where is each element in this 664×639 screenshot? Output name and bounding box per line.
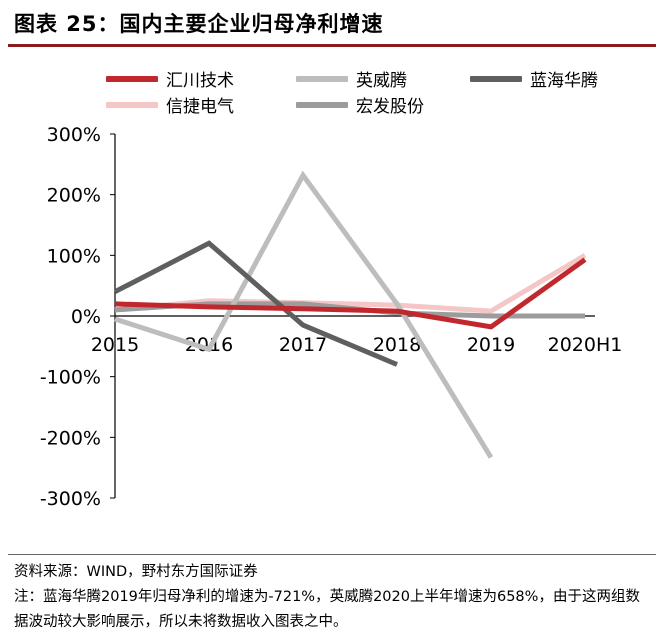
footer-divider [8,554,656,555]
series-line-0 [114,253,587,314]
chart-legend: 汇川技术 英威腾 蓝海华腾 信捷电气 宏发股份 [0,0,664,120]
legend-label-hongfa: 宏发股份 [356,97,424,117]
title-divider [8,44,656,47]
y-tick-label: 200% [47,185,101,207]
legend-item-yingweiteng: 英威腾 [296,66,407,91]
legend-item-hongfa: 宏发股份 [296,92,424,117]
legend-swatch-lanhai [470,75,522,82]
x-tick-label: 2020H1 [548,334,623,356]
x-tick-label: 2019 [467,334,515,356]
x-tick-label: 2018 [373,334,421,356]
x-tick-label: 2017 [279,334,327,356]
y-tick-label: 100% [47,245,101,267]
legend-swatch-huichuan [106,75,158,82]
legend-item-xinjie: 信捷电气 [106,92,234,117]
legend-swatch-hongfa [296,101,348,108]
y-tick-label: 0% [71,306,101,328]
chart-title: 图表 25：国内主要企业归母净利增速 [14,12,384,36]
legend-label-huichuan: 汇川技术 [166,71,234,91]
footnote: 注：蓝海华腾2019年归母净利的增速为-721%，英威腾2020上半年增速为65… [14,589,640,630]
series-line-4 [114,257,587,330]
legend-label-yingweiteng: 英威腾 [356,71,407,91]
x-tick-label: 2015 [91,334,139,356]
legend-label-xinjie: 信捷电气 [166,97,234,117]
y-tick-label: 300% [47,124,101,146]
series-line-2 [114,170,494,459]
legend-swatch-xinjie [106,101,158,108]
y-tick-label: -100% [40,367,101,389]
source-note: 资料来源：WIND，野村东方国际证券 [14,564,258,580]
series-line-3 [113,240,398,367]
legend-label-lanhai: 蓝海华腾 [530,71,598,91]
y-tick-label: -300% [40,488,101,510]
line-chart: 300%200%100%0%-100%-200%-300%2015 2016 201… [40,124,623,510]
legend-item-lanhai: 蓝海华腾 [470,66,598,91]
y-tick-label: -200% [40,427,101,449]
legend-item-huichuan: 汇川技术 [106,66,234,91]
legend-swatch-yingweiteng [296,75,348,82]
